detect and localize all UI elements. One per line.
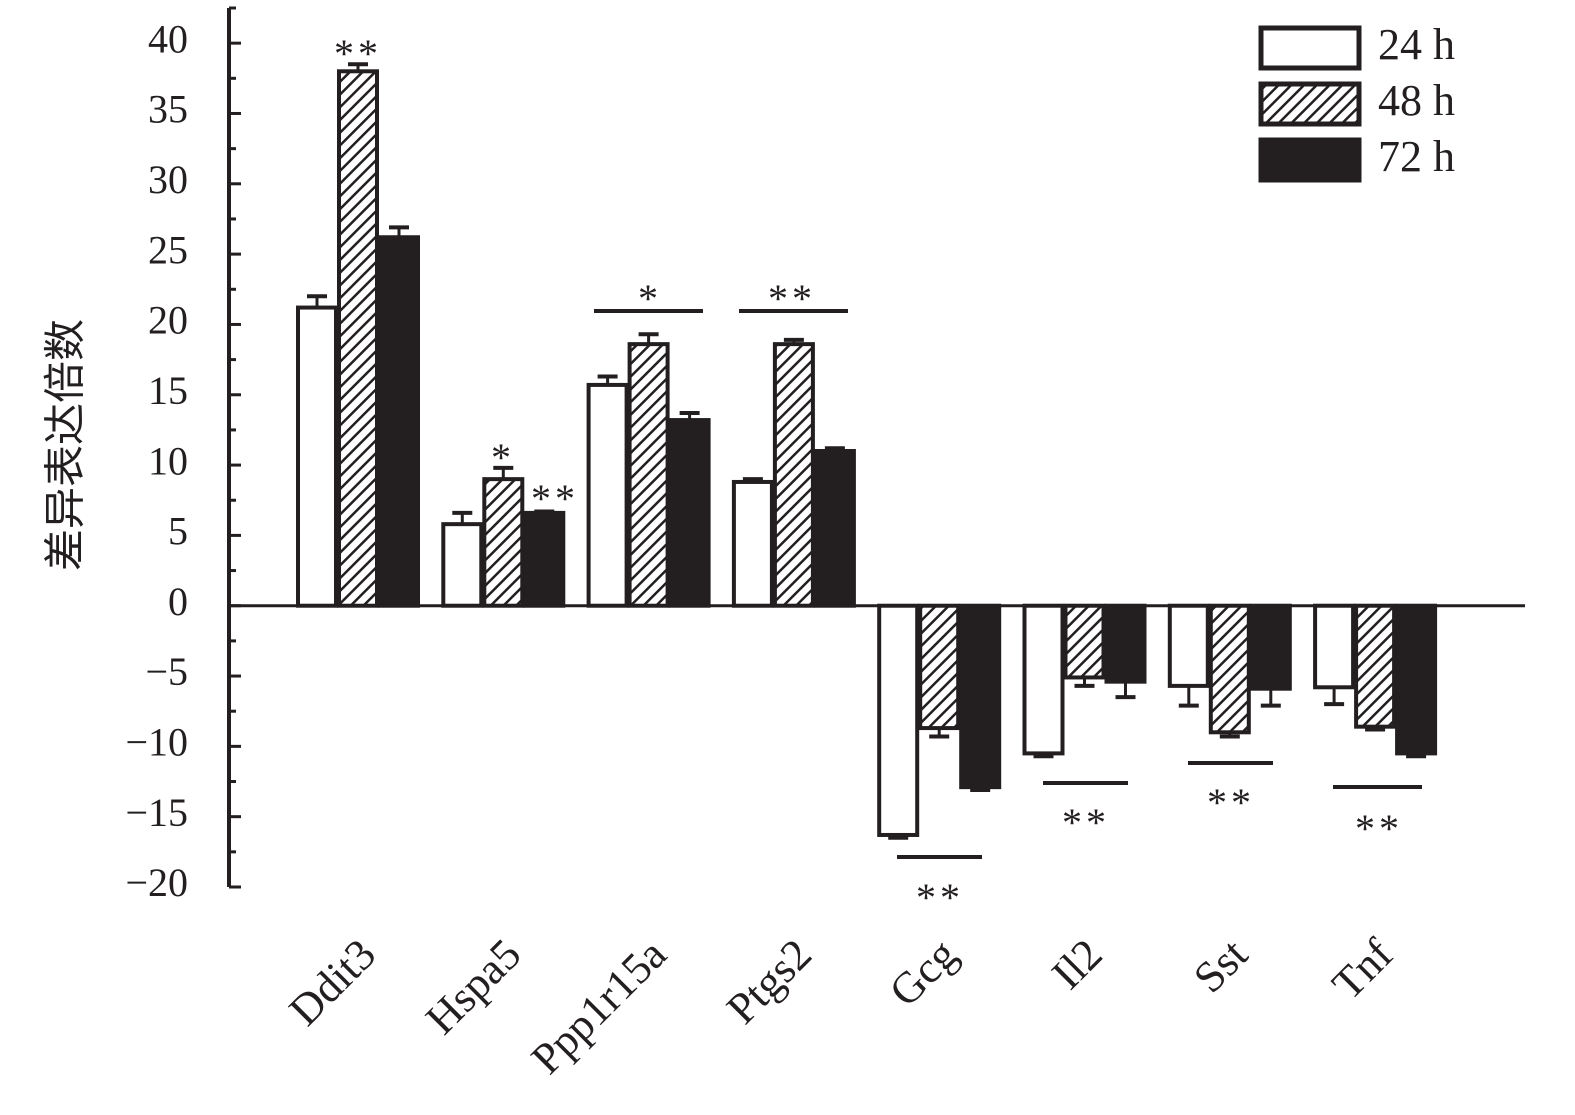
- bar: [731, 479, 774, 608]
- legend-swatch: [1258, 25, 1362, 71]
- bar: [586, 382, 629, 608]
- bar: [1354, 603, 1397, 729]
- significance-label: **: [334, 31, 382, 76]
- legend-label: 48 h: [1378, 76, 1455, 125]
- significance-label: **: [1207, 780, 1255, 825]
- x-tick-label: Tnf: [1323, 929, 1403, 1009]
- legend-label: 24 h: [1378, 20, 1455, 69]
- bar: [918, 603, 961, 731]
- bar: [1249, 603, 1292, 691]
- bar: [1167, 603, 1210, 688]
- bar: [959, 603, 1002, 790]
- significance-label: **: [531, 476, 579, 521]
- bar: [337, 69, 379, 608]
- y-tick-label: −20: [125, 860, 188, 905]
- y-tick-label: 30: [148, 157, 188, 202]
- x-tick-label: Sst: [1184, 929, 1257, 1002]
- y-axis-title: 差异表达倍数: [43, 319, 90, 571]
- bar: [1208, 603, 1251, 735]
- bar: [877, 603, 920, 837]
- y-tick-label: 20: [148, 298, 188, 343]
- y-tick-label: −5: [145, 649, 188, 694]
- y-tick-label: 10: [148, 438, 188, 483]
- significance-label: *: [638, 276, 662, 321]
- bar: [1063, 603, 1106, 680]
- bar: [441, 522, 484, 608]
- significance-label: **: [1355, 806, 1403, 851]
- x-tick-label: Ptgs2: [717, 929, 821, 1033]
- x-tick-label: Hspa5: [416, 929, 530, 1043]
- y-tick-label: 35: [148, 87, 188, 132]
- bar: [296, 305, 338, 608]
- y-tick-label: 0: [168, 579, 188, 624]
- bar: [668, 418, 711, 608]
- y-tick-label: 5: [168, 509, 188, 554]
- x-tick-label: Gcg: [880, 929, 966, 1015]
- y-tick-label: −10: [125, 720, 188, 765]
- legend-label: 72 h: [1378, 132, 1455, 181]
- bar: [378, 235, 420, 608]
- legend-swatch: [1258, 137, 1362, 183]
- bar: [482, 477, 525, 608]
- y-tick-label: −15: [125, 790, 188, 835]
- significance-label: **: [768, 276, 816, 321]
- bar: [1022, 603, 1065, 756]
- x-tick-label: Ddit3: [280, 929, 386, 1035]
- x-tick-label: Ppp1r15a: [522, 929, 676, 1083]
- legend-swatch: [1258, 81, 1362, 127]
- bar: [772, 342, 815, 608]
- bar: [813, 449, 856, 608]
- y-tick-label: 25: [148, 227, 188, 272]
- significance-label: **: [1062, 800, 1110, 845]
- bar: [1313, 603, 1356, 690]
- significance-label: **: [916, 875, 964, 920]
- y-tick-label: 40: [148, 16, 188, 61]
- x-tick-label: Il2: [1042, 929, 1111, 998]
- bar: [523, 510, 566, 608]
- significance-label: *: [491, 435, 515, 480]
- bar: [1395, 603, 1438, 756]
- y-tick-label: 15: [148, 368, 188, 413]
- bar: [1104, 603, 1147, 684]
- bar: [627, 342, 670, 608]
